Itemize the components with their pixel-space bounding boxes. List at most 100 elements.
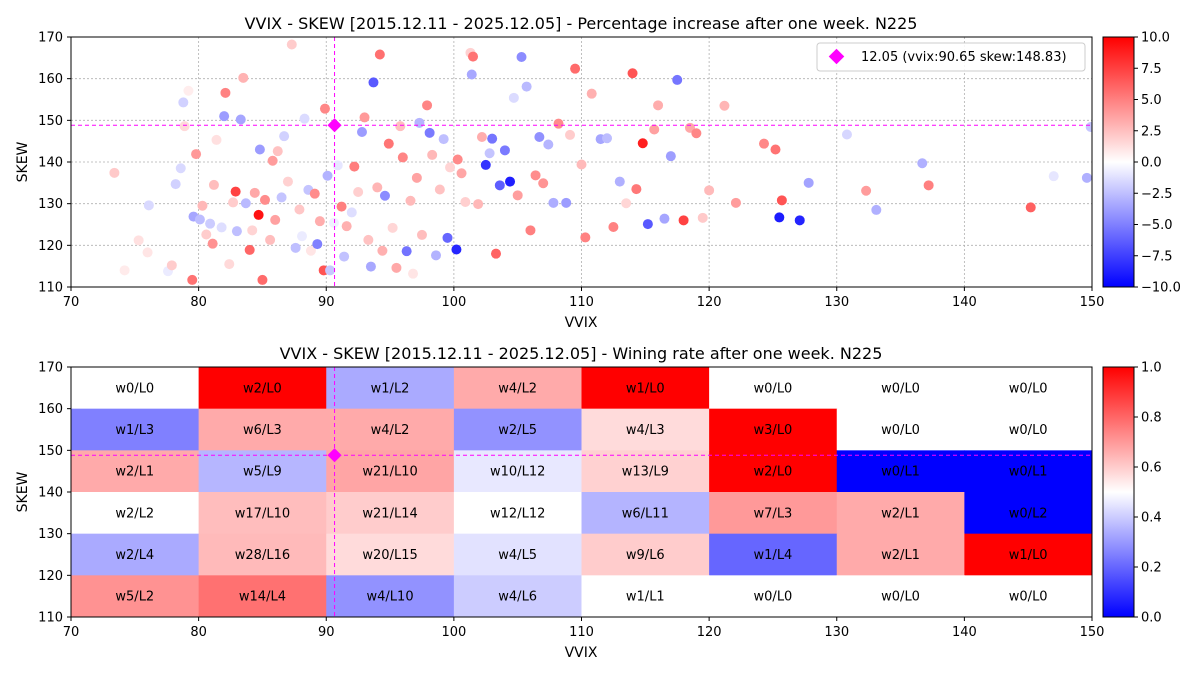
scatter-point [276,192,287,203]
heatmap-cell [709,492,838,535]
heatmap-cell-label: w2/L5 [498,423,537,438]
scatter-point [770,144,781,155]
heatmap-cell-label: w0/L2 [1009,506,1048,521]
scatter-title: VVIX - SKEW [2015.12.11 - 2025.12.05] - … [245,14,918,33]
scatter-point [923,180,934,191]
scatter-point [178,97,189,108]
y-tick-label: 170 [38,31,63,46]
scatter-point [383,138,394,149]
scatter-point [332,160,343,171]
y-tick-label: 110 [38,281,63,296]
x-tick-label: 150 [1080,295,1105,310]
scatter-point [614,176,625,187]
heatmap-cell-label: w20/L15 [362,548,417,563]
heatmap-cell-label: w3/L0 [754,423,793,438]
scatter-point [621,198,632,209]
scatter-point [346,207,357,218]
scatter-point [387,222,398,233]
scatter-point [133,235,144,246]
scatter-point [1048,171,1059,182]
scatter-point [730,197,741,208]
scatter-point [456,168,467,179]
heatmap-cell-label: w2/L2 [115,506,154,521]
heatmap-cell-label: w1/L3 [115,423,154,438]
heatmap-cell-label: w4/L10 [367,590,414,605]
scatter-point [309,188,320,199]
scatter-point [642,219,653,230]
scatter-point [672,74,683,85]
marker-diamond [327,118,342,133]
scatter-point [363,234,374,245]
heatmap-colorbar: 1.0 0.8 0.6 0.4 0.2 0.0 [1102,361,1162,626]
heatmap-cell [453,575,582,617]
colorbar-ticks: 10.0 7.5 5.0 2.5 0.0 −2.5 −5.0 −7.5 −10.0 [1134,31,1181,296]
scatter-point [570,63,581,74]
scatter-point [238,72,249,83]
scatter-point [414,117,425,128]
scatter-point [1085,122,1092,132]
scatter-point [175,163,186,174]
heatmap-cell [581,367,710,410]
legend-label: 12.05 (vvix:90.65 skew:148.83) [861,50,1067,65]
scatter-point [543,139,554,150]
scatter-point [211,134,222,145]
scatter-point [391,262,402,273]
colorbar-tick-label: 0.4 [1141,511,1162,526]
heatmap-cell [453,492,582,535]
heatmap-cell [198,533,327,576]
colorbar-tick-label: 0.2 [1141,561,1162,576]
scatter-point [576,159,587,170]
scatter-point [235,114,246,125]
heatmap-cell [964,367,1092,410]
scatter-point [401,246,412,257]
x-tick-label: 120 [697,295,722,310]
heatmap-cell-label: w0/L1 [881,465,920,480]
scatter-point [499,145,510,156]
heatmap-cell-label: w0/L0 [881,423,920,438]
scatter-point [442,232,453,243]
scatter-point [719,100,730,111]
heatmap-cell-label: w0/L0 [881,590,920,605]
scatter-x-ticks: 70 80 90 100 110 120 130 140 150 [63,287,1105,310]
scatter-point [438,134,449,145]
heatmap-cell [71,492,200,535]
colorbar-tick-label: 0.8 [1141,411,1162,426]
colorbar-ticks: 1.0 0.8 0.6 0.4 0.2 0.0 [1134,361,1162,626]
scatter-point [586,88,597,99]
scatter-point [328,217,339,228]
x-tick-label: 140 [952,295,977,310]
scatter-point [861,185,872,196]
scatter-point [377,245,388,256]
y-tick-label: 160 [38,72,63,87]
heatmap-cell-label: w1/L0 [1009,548,1048,563]
scatter-point [487,133,498,144]
heatmap-cell [71,533,200,576]
heatmap-cell-label: w13/L9 [622,465,669,480]
heatmap-cell [326,450,455,493]
scatter-point [143,200,154,211]
scatter-point [649,124,660,135]
heatmap-cell-label: w7/L3 [754,506,793,521]
x-tick-label: 140 [952,625,977,640]
heatmap-cell-label: w2/L0 [754,465,793,480]
heatmap-cell [71,450,200,493]
heatmap-cell [453,367,582,410]
scatter-point [187,274,198,285]
heatmap-cell-label: w1/L1 [626,590,665,605]
x-tick-label: 100 [441,295,466,310]
scatter-legend: 12.05 (vvix:90.65 skew:148.83) [816,42,1086,72]
heatmap-cell [453,450,582,493]
scatter-point [353,187,364,197]
scatter-point [224,259,235,270]
colorbar-tick-label: 0.0 [1141,611,1162,626]
heatmap-cell-label: w4/L5 [498,548,537,563]
scatter-point [427,149,438,160]
heatmap-cell-label: w21/L10 [362,465,417,480]
scatter-point [704,185,715,196]
heatmap-cell-label: w4/L2 [498,381,537,396]
colorbar-tick-label: 5.0 [1141,93,1162,108]
heatmap-cell [709,575,838,617]
heatmap-cell [326,492,455,535]
heatmap-y-ticks: 110 120 130 140 150 160 170 [38,361,71,626]
scatter-point [397,152,408,163]
